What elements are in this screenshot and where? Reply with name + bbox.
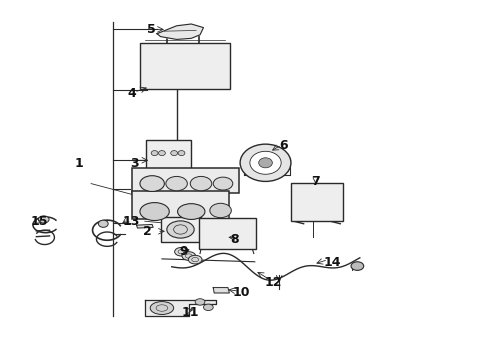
Ellipse shape: [195, 299, 205, 305]
Text: 9: 9: [179, 245, 188, 258]
Text: 4: 4: [128, 87, 137, 100]
Text: 14: 14: [323, 256, 341, 269]
Bar: [140, 42, 230, 89]
Ellipse shape: [150, 302, 173, 315]
Bar: [198, 219, 256, 249]
Text: 5: 5: [147, 23, 156, 36]
Polygon shape: [137, 225, 153, 228]
Ellipse shape: [190, 176, 212, 191]
Polygon shape: [213, 288, 229, 293]
Bar: [161, 217, 201, 242]
Ellipse shape: [203, 304, 213, 311]
Bar: [132, 168, 239, 193]
Ellipse shape: [177, 204, 205, 220]
Ellipse shape: [159, 150, 165, 156]
Text: 1: 1: [75, 157, 84, 170]
Ellipse shape: [140, 176, 164, 192]
Ellipse shape: [259, 158, 272, 168]
Ellipse shape: [98, 220, 108, 227]
Polygon shape: [157, 24, 203, 40]
Text: 10: 10: [233, 287, 250, 300]
Text: 3: 3: [130, 157, 139, 170]
Text: 11: 11: [181, 306, 199, 319]
Ellipse shape: [182, 252, 196, 260]
Ellipse shape: [213, 177, 233, 190]
Text: 13: 13: [123, 215, 140, 228]
Bar: [132, 191, 229, 220]
Ellipse shape: [166, 176, 187, 191]
Ellipse shape: [151, 150, 158, 156]
Ellipse shape: [188, 255, 202, 264]
Ellipse shape: [140, 203, 169, 221]
Text: 7: 7: [311, 175, 319, 188]
Ellipse shape: [351, 262, 364, 270]
Text: 8: 8: [230, 233, 239, 246]
Text: 12: 12: [265, 276, 282, 289]
Ellipse shape: [210, 203, 231, 218]
Ellipse shape: [240, 144, 291, 181]
Ellipse shape: [250, 151, 281, 174]
Text: 15: 15: [31, 215, 49, 228]
Text: 6: 6: [279, 139, 288, 152]
Ellipse shape: [167, 221, 194, 238]
Bar: [292, 183, 343, 221]
Polygon shape: [145, 300, 216, 316]
Bar: [147, 140, 191, 170]
Ellipse shape: [174, 247, 188, 256]
Ellipse shape: [178, 150, 185, 156]
Ellipse shape: [38, 216, 49, 223]
Text: 2: 2: [144, 225, 152, 238]
Ellipse shape: [171, 150, 177, 156]
